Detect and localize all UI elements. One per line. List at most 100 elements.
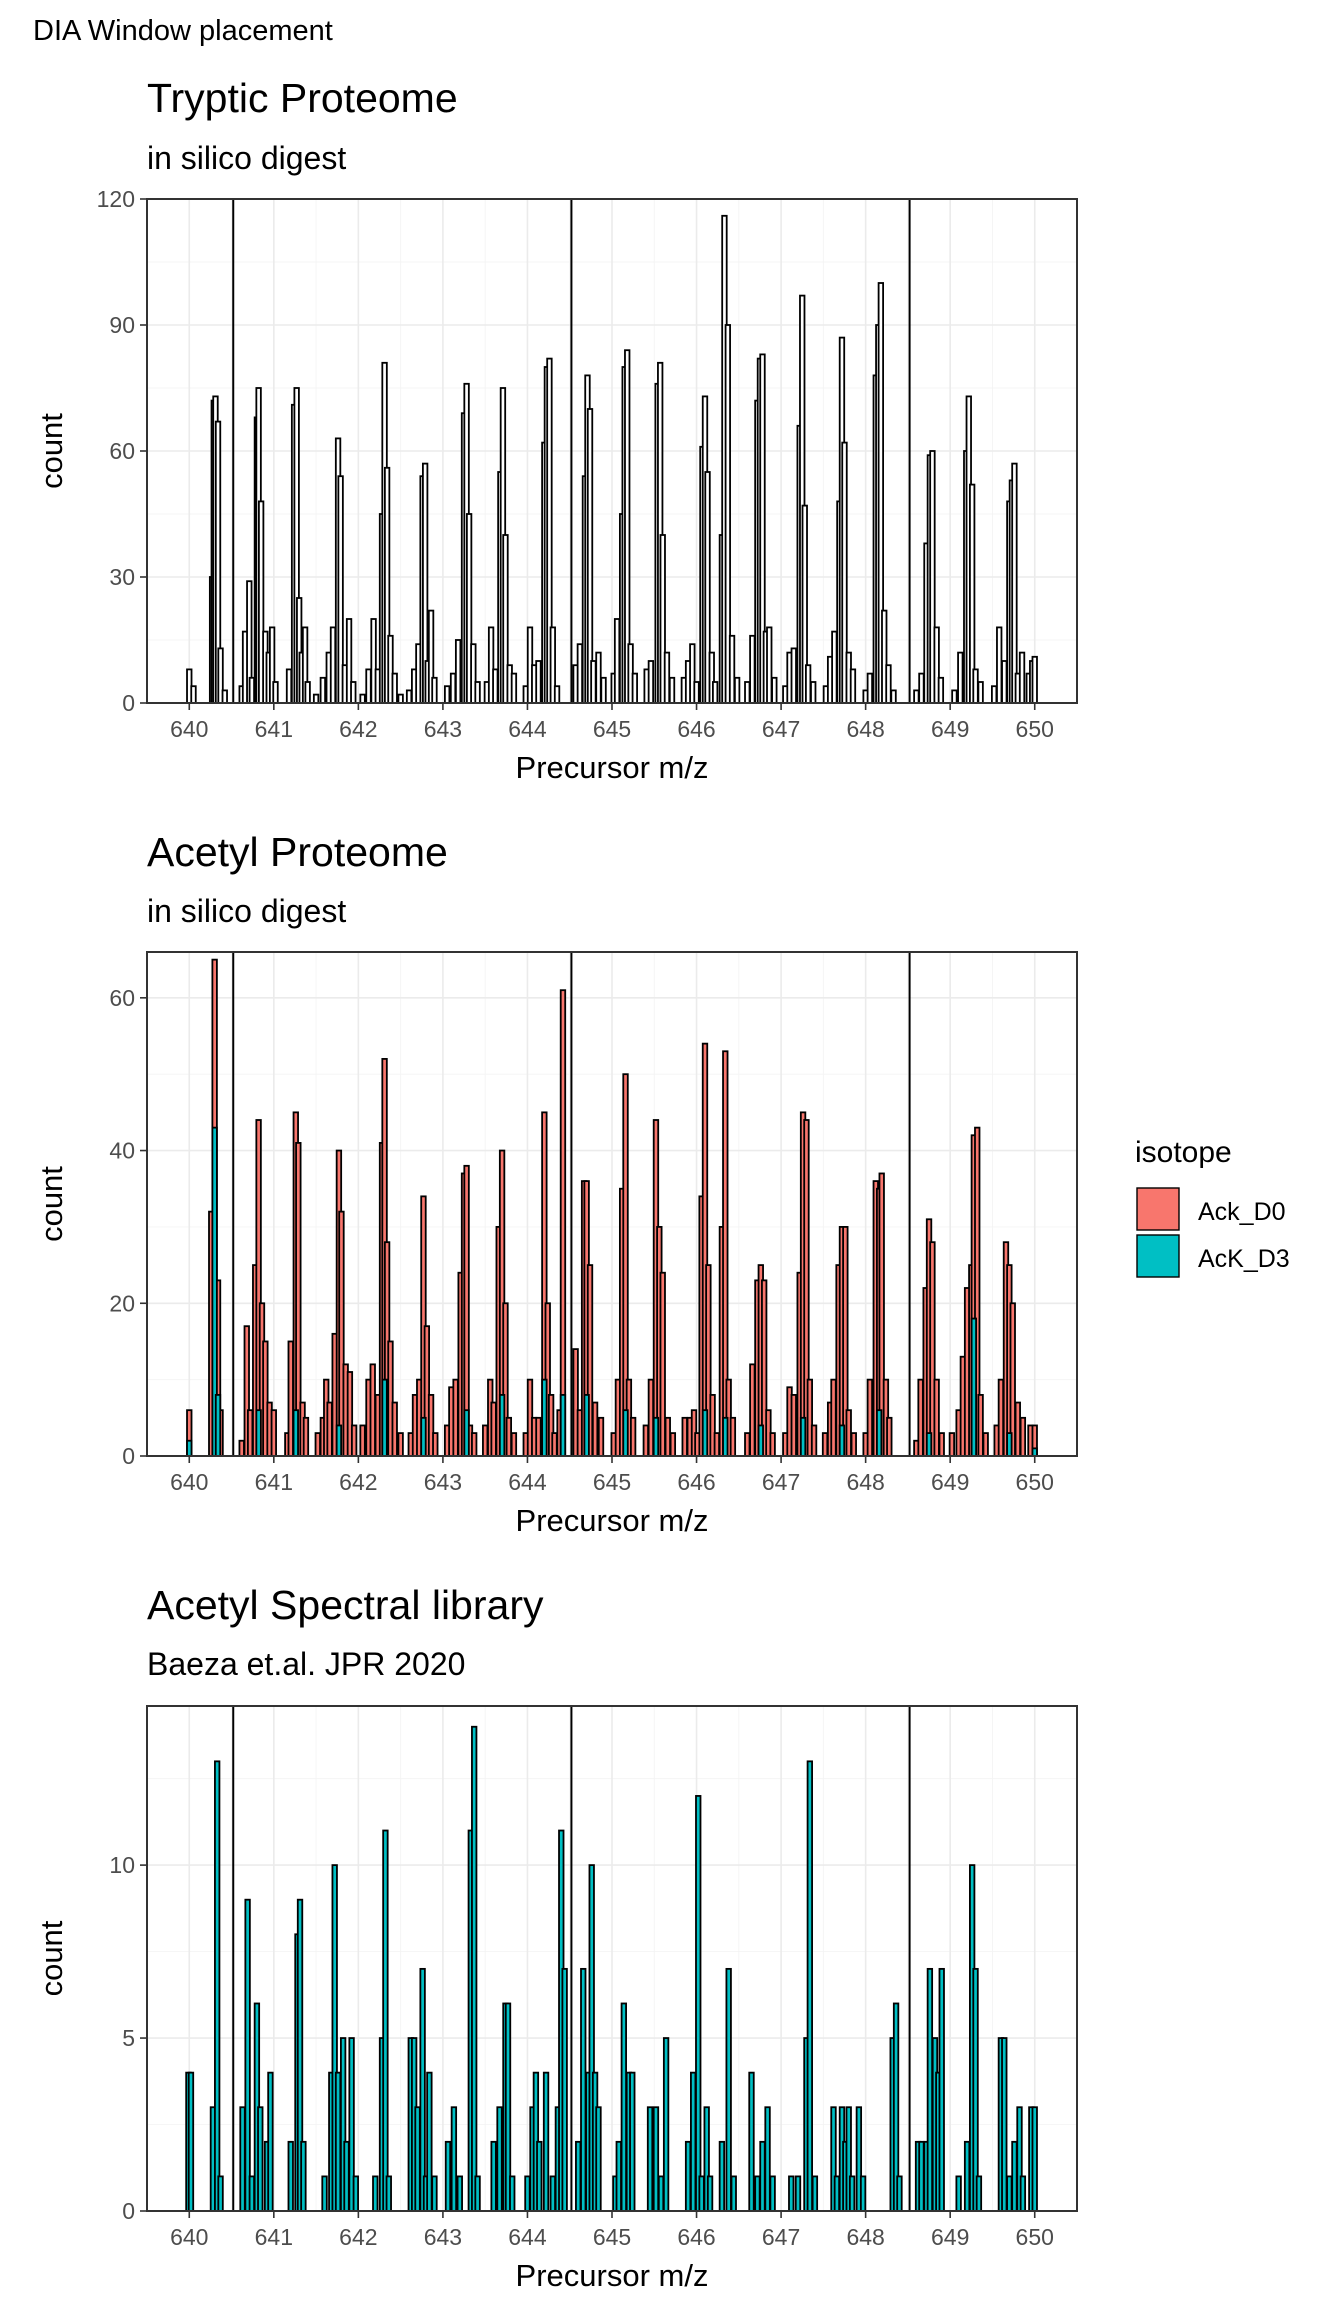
- bar-series: [1031, 2106, 1038, 2212]
- y-tick-label: 0: [122, 690, 135, 716]
- bar-series: [831, 630, 838, 704]
- bar-series: [586, 408, 594, 704]
- bar-ack-d3: [255, 1409, 262, 1457]
- bar-series: [272, 681, 279, 704]
- x-tick-label: 641: [255, 2224, 293, 2250]
- bar-series: [725, 1967, 732, 2212]
- bar-series: [1001, 660, 1008, 704]
- bar-series: [849, 668, 857, 704]
- bar-series: [1011, 462, 1018, 704]
- bar-series: [509, 2175, 516, 2212]
- bar-ack-d3: [335, 1424, 343, 1457]
- bar-ack-d0: [505, 1416, 513, 1457]
- bar-series: [431, 676, 438, 704]
- bar-series: [397, 693, 404, 704]
- bar-series: [975, 2175, 983, 2212]
- bar-series: [595, 651, 602, 704]
- bar-series: [405, 689, 413, 704]
- bar-series: [329, 626, 337, 704]
- x-tick-label: 645: [593, 716, 631, 742]
- x-tick-label: 643: [424, 1469, 462, 1495]
- bar-series: [510, 672, 518, 704]
- bar-series: [496, 2106, 503, 2212]
- x-tick-label: 646: [677, 1469, 715, 1495]
- bar-series: [1001, 2037, 1008, 2212]
- bar-series: [580, 1967, 587, 2212]
- x-tick-label: 640: [170, 1469, 208, 1495]
- bar-series: [647, 660, 655, 704]
- bar-ack-d0: [850, 1432, 857, 1457]
- bar-series: [350, 681, 357, 704]
- bar-ack-d0: [917, 1378, 924, 1457]
- bar-ack-d0: [559, 989, 567, 1457]
- panel-acetyl-proteome: Acetyl Proteome in silico digest 640 641 642…: [34, 829, 1078, 1538]
- bar-ack-d3: [381, 1378, 388, 1457]
- x-tick-label: 648: [846, 1469, 884, 1495]
- bar-series: [663, 651, 671, 704]
- bar-series: [957, 651, 964, 704]
- x-tick-label: 650: [1016, 2224, 1054, 2250]
- bar-series: [806, 1760, 813, 2212]
- panel-tryptic-proteome: Tryptic Proteome in silico digest 640 641 64…: [34, 75, 1078, 785]
- x-tick-label: 647: [762, 1469, 800, 1495]
- bar-series: [885, 664, 892, 704]
- bar-ack-d3: [652, 1416, 660, 1457]
- x-tick-label: 641: [255, 716, 293, 742]
- y-tick-label: 120: [97, 186, 135, 212]
- bar-series: [790, 647, 797, 704]
- bar-series: [221, 689, 228, 704]
- bar-series: [615, 2140, 622, 2212]
- bar-ack-d0: [350, 1424, 358, 1457]
- legend-key-ack-d0: [1136, 1187, 1180, 1231]
- x-tick-label: 643: [424, 2224, 462, 2250]
- bar-ack-d0: [664, 1416, 671, 1457]
- bar-series: [748, 2071, 755, 2212]
- x-tick-label: 641: [255, 1469, 293, 1495]
- bar-ack-d0: [713, 1432, 720, 1457]
- bar-series: [631, 672, 638, 704]
- bar-series: [711, 681, 719, 704]
- bar-series: [217, 2175, 224, 2212]
- bar-ack-d0: [597, 1416, 605, 1457]
- x-tick-label: 645: [593, 2224, 631, 2250]
- bar-ack-d0: [359, 1424, 366, 1457]
- bar-series: [454, 639, 462, 704]
- bar-series: [693, 681, 700, 704]
- bar-series: [759, 2140, 766, 2212]
- bar-series: [766, 626, 773, 704]
- bar-series: [343, 2140, 350, 2212]
- bar-ack-d3: [214, 1394, 222, 1457]
- bar-series: [951, 689, 958, 704]
- bar-ack-d3: [701, 1409, 709, 1457]
- bar-series: [613, 618, 621, 704]
- x-axis-label: Precursor m/z: [516, 1503, 709, 1538]
- bar-series: [304, 681, 311, 704]
- x-tick-label: 640: [170, 2224, 208, 2250]
- bar-series: [749, 634, 756, 704]
- bar-series: [890, 689, 897, 704]
- bar-ack-d0: [821, 1432, 829, 1457]
- bar-series: [575, 2140, 582, 2212]
- bar-series: [300, 2140, 307, 2212]
- bar-series: [754, 2175, 761, 2212]
- bar-series: [524, 2175, 531, 2212]
- bar-ack-d0: [432, 1432, 439, 1457]
- x-tick-label: 643: [424, 716, 462, 742]
- bar-ack-d0: [551, 1432, 558, 1457]
- bar-ack-d0: [642, 1424, 649, 1457]
- bar-ack-d0: [314, 1432, 321, 1457]
- bar-series: [811, 2175, 819, 2212]
- bar-ack-d3: [463, 1409, 470, 1457]
- bar-series: [955, 2175, 962, 2212]
- bar-ack-d0: [647, 1378, 655, 1457]
- bar-ack-d0: [326, 1401, 333, 1457]
- x-tick-label: 646: [677, 2224, 715, 2250]
- x-tick-label: 640: [170, 716, 208, 742]
- bar-ack-d0: [866, 1378, 874, 1457]
- bar-ack-d0: [246, 1409, 254, 1457]
- bar-series: [1031, 655, 1038, 704]
- bar-series: [733, 676, 741, 704]
- bar-series: [542, 2071, 550, 2212]
- bar-series: [474, 681, 481, 704]
- bar-series: [652, 2106, 660, 2212]
